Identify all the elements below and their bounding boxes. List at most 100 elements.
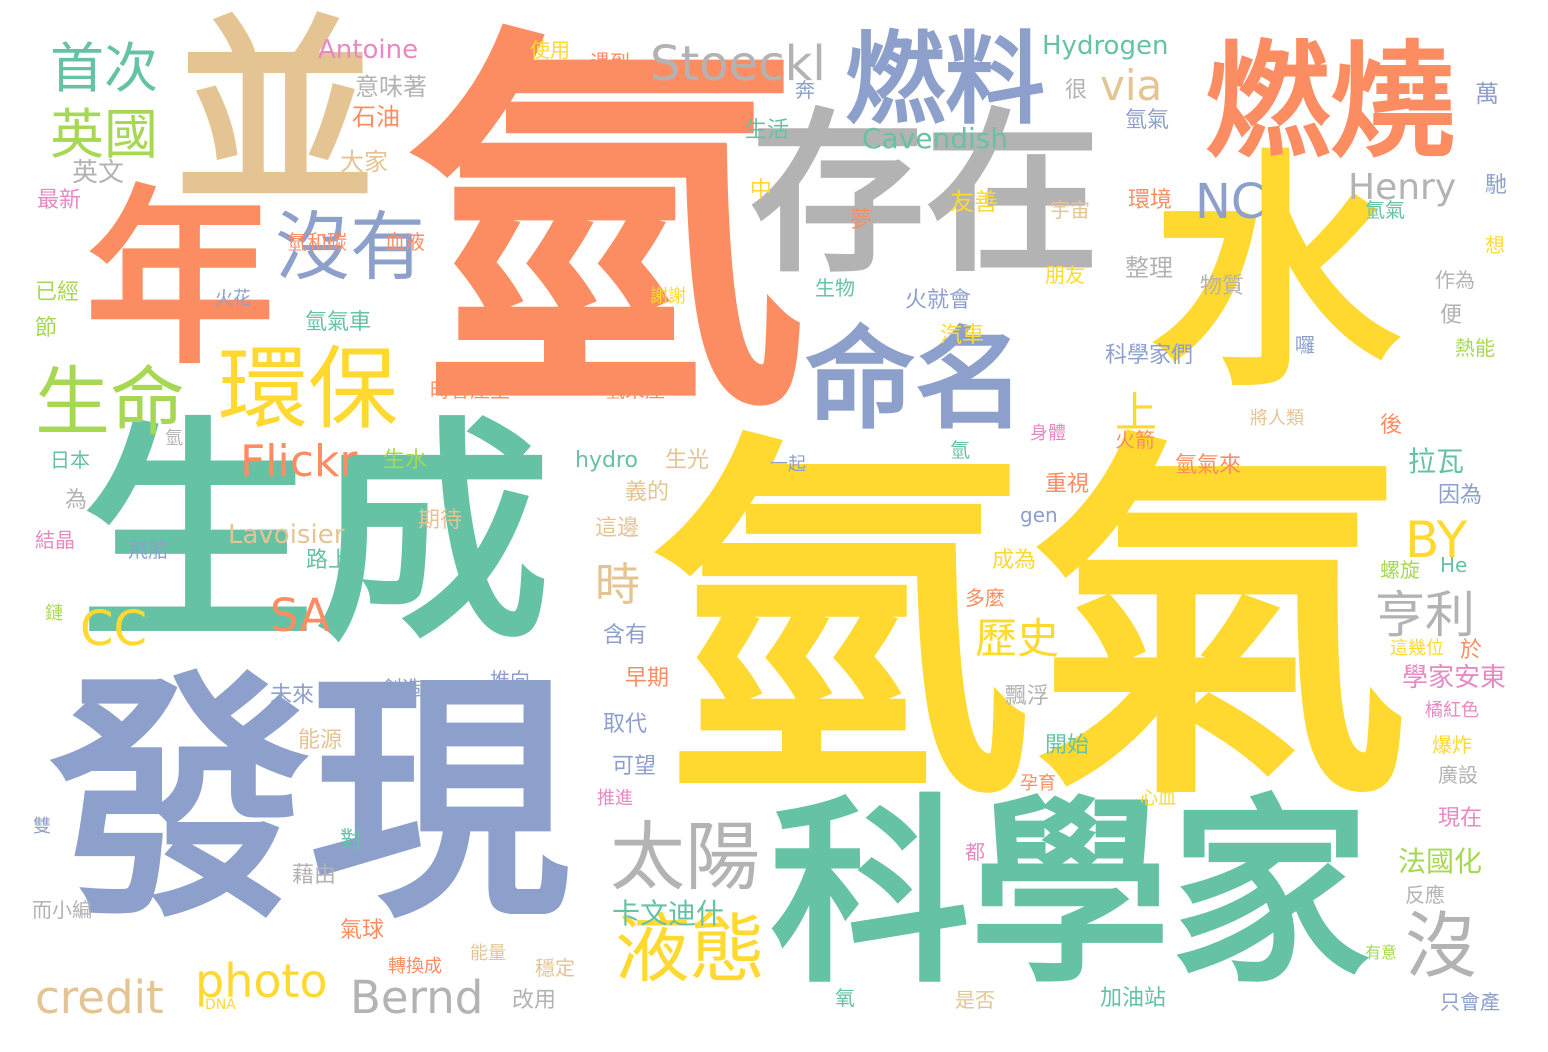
word-117: 飄浮 [1005,684,1050,709]
word-116: 早期 [625,666,670,691]
word-79: 熱能 [1455,336,1495,360]
word-62: 夢 [850,208,873,233]
word-7: 並 [175,0,376,231]
word-43: 意味著 [355,73,427,101]
word-12: 環保 [218,337,398,442]
word-89: 生光 [665,448,710,473]
word-140: 氧 [835,986,855,1010]
word-11: 命名 [805,316,1025,444]
word-93: 身體 [1030,423,1066,444]
word-128: 雙 [33,816,51,837]
word-120: 取代 [603,712,648,737]
word-35: Cavendish [862,122,1009,155]
word-1: 氫氣 [650,403,1410,846]
word-123: 可望 [612,754,657,779]
word-24: 首次 [50,37,158,100]
word-32: 時 [595,558,641,611]
word-73: 謝謝 [650,286,686,307]
word-13: 沒有 [275,203,426,291]
word-131: 對 [340,828,363,853]
word-125: 推進 [597,788,633,809]
word-107: 成為 [992,548,1037,573]
word-28: NC [1195,174,1265,230]
word-109: 鏈 [45,603,63,624]
word-88: hydro [575,448,638,473]
word-137: 轉換成 [388,956,442,977]
word-55: 氫氣 [1125,108,1170,133]
word-26: CC [80,601,148,657]
word-98: 因為 [1438,483,1483,508]
word-132: 都 [965,840,985,864]
word-81: 氫來產 [605,378,665,402]
word-97: 重視 [1045,472,1090,497]
word-58: 宇宙 [1050,198,1090,222]
word-64: 想 [1485,233,1505,257]
word-59: 環境 [1128,188,1173,213]
word-144: 只會產 [1440,990,1500,1014]
word-145: DNA [205,997,236,1013]
word-105: 螺旋 [1380,558,1420,582]
word-30: via [1100,61,1163,110]
word-20: photo [195,954,328,1008]
word-95: 為 [65,488,88,513]
word-47: 最新 [37,188,82,213]
word-129: 海洋 [1228,810,1264,831]
word-80: 時會產生 [430,378,510,402]
word-46: 英文 [72,158,125,188]
word-45: 大家 [340,148,388,176]
word-56: 萬 [1475,80,1499,108]
word-52: 奔 [795,78,815,102]
word-49: 血液 [385,230,425,254]
word-53: 生活 [745,118,790,143]
word-15: 太陽 [610,813,761,901]
word-65: 生物 [815,276,855,300]
word-23: Flickr [240,436,358,487]
word-8: 年 [85,169,276,390]
word-91: 氫 [950,438,970,462]
word-134: 反應 [1405,883,1445,907]
word-118: 橘紅色 [1425,700,1479,721]
word-4: 科學家 [770,778,1371,1011]
word-63: 氫氣 [1365,198,1405,222]
word-39: 卡文迪什 [612,897,725,930]
word-124: 廣設 [1438,763,1478,787]
word-68: 物質 [1200,274,1245,299]
word-136: 氣球 [340,918,385,943]
word-38: Lavoisier [228,520,345,550]
word-21: credit [35,971,164,1024]
word-76: 汽車 [940,323,985,348]
word-102: 飛船 [128,538,168,562]
word-96: 義的 [625,480,670,505]
word-110: 含有 [603,623,648,648]
word-77: 便 [1440,303,1463,328]
word-84: 後 [1380,413,1403,438]
word-67: 整理 [1125,254,1173,282]
word-101: 期待 [418,508,463,533]
word-115: 推向 [490,668,530,692]
word-9: 燃燒 [1205,30,1455,175]
word-27: SA [270,589,331,642]
word-94: 氫氣來 [1175,453,1242,478]
word-127: 心血 [1140,788,1176,809]
word-104: 路上 [306,548,351,573]
word-3: 發現 [50,651,570,953]
word-87: 生水 [383,448,428,473]
word-135: 而小編 [32,898,92,922]
word-126: 孕育 [1020,773,1056,794]
word-5: 水 [1150,129,1400,420]
word-50: 使用 [530,38,570,62]
word-82: 科學家們 [1105,343,1194,368]
word-90: 一起 [770,454,806,475]
word-51: 遇到 [590,50,630,74]
word-66: 朋友 [1045,263,1085,287]
word-10: 燃料 [845,21,1045,138]
word-36: Hydrogen [1042,31,1169,61]
word-0: 氫 [405,0,805,462]
word-78: 囉 [1295,333,1315,357]
word-29: BY [1405,511,1468,569]
word-54: 很 [1065,78,1088,103]
word-99: 結晶 [35,528,75,552]
word-139: 有意 [1365,943,1398,962]
word-106: He [1440,553,1468,577]
